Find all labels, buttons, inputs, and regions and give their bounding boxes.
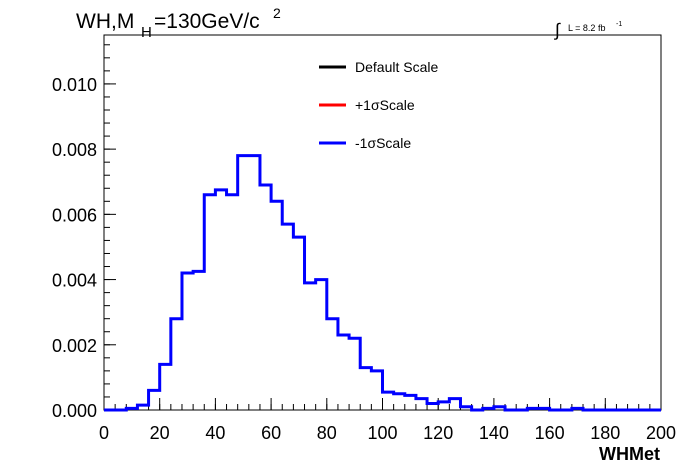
x-tick-label: 20	[150, 423, 170, 443]
x-tick-label: 180	[590, 423, 620, 443]
y-tick-label: 0.004	[52, 271, 97, 291]
lumi-exponent: -1	[616, 21, 622, 28]
legend-label: Default Scale	[355, 59, 438, 75]
y-tick-label: 0.010	[52, 75, 97, 95]
series-group	[104, 154, 661, 412]
x-tick-label: 160	[535, 423, 565, 443]
tick-marks	[103, 44, 662, 411]
x-axis-title: WHMet	[599, 444, 660, 464]
lumi-integral-symbol: ∫	[553, 20, 561, 40]
y-tick-label: 0.008	[52, 140, 97, 160]
x-tick-label: 120	[423, 423, 453, 443]
x-tick-label: 80	[317, 423, 337, 443]
x-tick-label: 0	[99, 423, 109, 443]
plot-frame	[103, 34, 662, 411]
legend-label: -1σScale	[355, 135, 411, 151]
y-tick-label: 0.000	[52, 401, 97, 421]
lumi-label: L = 8.2 fb	[568, 23, 605, 33]
histogram-series-line	[104, 154, 661, 412]
chart-title-superscript: 2	[273, 5, 281, 21]
x-tick-label: 100	[367, 423, 397, 443]
x-tick-labels: 0 20 40 60 80 100 120 140 160 180 200	[99, 423, 676, 443]
x-tick-label: 40	[205, 423, 225, 443]
y-tick-label: 0.002	[52, 336, 97, 356]
x-tick-label: 200	[646, 423, 676, 443]
chart-title-subscript: H	[141, 24, 152, 41]
legend-label: +1σScale	[355, 97, 415, 113]
legend: Default Scale +1σScale -1σScale	[319, 59, 438, 151]
y-tick-label: 0.006	[52, 205, 97, 225]
x-tick-label: 60	[261, 423, 281, 443]
chart-title-main: WH,M	[76, 10, 134, 33]
chart-title-rest: =130GeV/c	[154, 10, 260, 33]
x-tick-label: 140	[479, 423, 509, 443]
y-tick-labels: 0.000 0.002 0.004 0.006 0.008 0.010	[52, 75, 97, 421]
